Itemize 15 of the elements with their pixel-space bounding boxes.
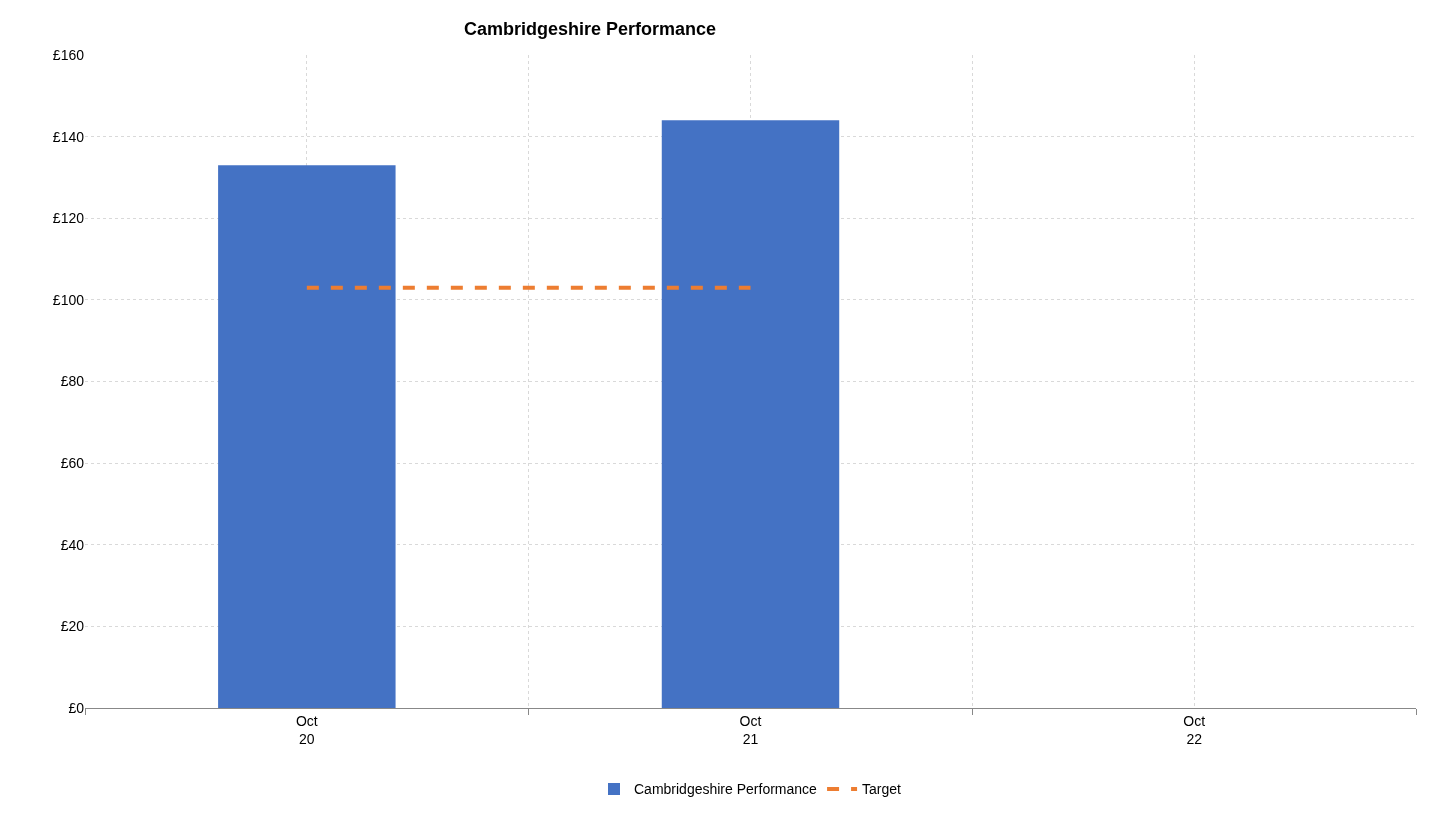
y-tick-label: £60: [60, 455, 85, 472]
y-tick-label: £140: [52, 128, 85, 145]
y-tick-label: £120: [52, 210, 85, 227]
x-tick-label: Oct 20: [295, 712, 318, 747]
x-tick-label: Oct 22: [1183, 712, 1206, 747]
chart-title: Cambridgeshire Performance: [463, 19, 717, 40]
y-tick-label: £160: [52, 46, 85, 63]
y-tick-label: £40: [60, 536, 85, 553]
y-tick-label: £100: [52, 291, 85, 308]
y-tick-label: £80: [60, 373, 85, 390]
x-tick-label: Oct 21: [739, 712, 762, 747]
y-tick-label: £20: [60, 618, 85, 635]
y-tick-label: £0: [68, 699, 85, 716]
legend-label: Target: [862, 781, 902, 798]
legend-label: Cambridgeshire Performance: [634, 781, 818, 798]
